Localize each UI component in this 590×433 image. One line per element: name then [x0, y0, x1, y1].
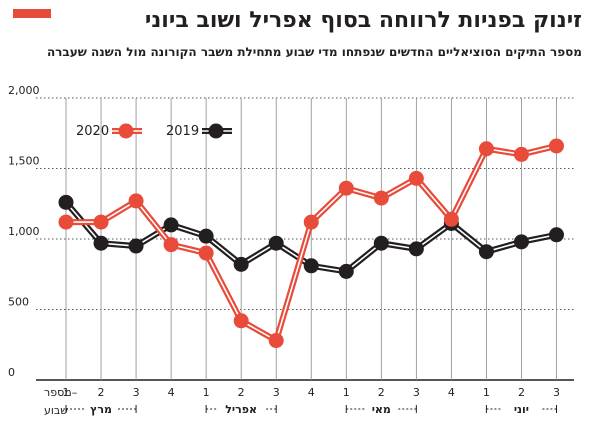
y-tick-label: 0	[8, 366, 15, 379]
point-2019	[93, 235, 109, 251]
point-2019	[303, 258, 319, 274]
month-label-bg	[85, 401, 118, 417]
x-tick-label: 4	[308, 386, 315, 399]
point-2019	[408, 241, 424, 257]
point-2020	[513, 146, 529, 162]
point-2019	[58, 194, 74, 210]
x-tick-label: 2	[98, 386, 105, 399]
x-tick-label: 1	[63, 386, 70, 399]
legend-marker-2019	[208, 123, 224, 139]
x-axis-label-line: –מספר	[44, 386, 77, 399]
x-tick-label: 2	[518, 386, 525, 399]
point-2019	[478, 244, 494, 260]
x-tick-label: 1	[483, 386, 490, 399]
x-tick-label: 3	[273, 386, 280, 399]
chart-subtitle: מספר התיקים הסוציאליים החדשים שנפתחו מדי…	[46, 45, 582, 59]
y-tick-label: 1,500	[8, 155, 40, 168]
point-2019	[513, 234, 529, 250]
legend-label-2020: 2020	[76, 124, 109, 139]
point-2020	[128, 193, 144, 209]
point-2020	[233, 313, 249, 329]
chart-title: זינוק בפניות לרווחה בסוף אפריל ושוב ביונ…	[144, 8, 582, 33]
x-tick-label: 3	[413, 386, 420, 399]
x-tick-label: 1	[203, 386, 210, 399]
point-2020	[443, 211, 459, 227]
point-2019	[198, 228, 214, 244]
x-axis-label-line: שבוע	[44, 404, 68, 417]
point-2020	[303, 214, 319, 230]
point-2019	[128, 238, 144, 254]
month-label: מרץ	[90, 403, 112, 416]
x-tick-label: 2	[378, 386, 385, 399]
point-2019	[163, 217, 179, 233]
point-2020	[93, 214, 109, 230]
point-2019	[268, 235, 284, 251]
accent-bar	[13, 9, 51, 18]
x-tick-label: 3	[133, 386, 140, 399]
month-label: אפריל	[225, 403, 257, 416]
legend-marker-2020	[118, 123, 134, 139]
month-label: מאי	[372, 403, 391, 416]
x-tick-label: 4	[168, 386, 175, 399]
point-2020	[198, 245, 214, 261]
x-tick-label: 2	[238, 386, 245, 399]
point-2020	[478, 141, 494, 157]
month-label-bg	[365, 401, 398, 417]
point-2020	[373, 190, 389, 206]
point-2020	[408, 170, 424, 186]
point-2019	[548, 227, 564, 243]
point-2019	[338, 263, 354, 279]
x-tick-label: 4	[448, 386, 455, 399]
point-2020	[548, 138, 564, 154]
x-tick-label: 3	[553, 386, 560, 399]
point-2020	[338, 180, 354, 196]
y-tick-label: 1,000	[8, 225, 40, 238]
y-tick-label: 2,000	[8, 84, 40, 97]
month-label: יוני	[514, 403, 529, 416]
point-2019	[373, 235, 389, 251]
legend-label-2019: 2019	[166, 124, 199, 139]
month-label-bg	[501, 401, 542, 417]
y-tick-label: 500	[8, 296, 29, 309]
x-tick-label: 1	[343, 386, 350, 399]
point-2020	[163, 237, 179, 253]
month-label-bg	[217, 401, 266, 417]
point-2020	[58, 214, 74, 230]
point-2019	[233, 256, 249, 272]
point-2020	[268, 333, 284, 349]
